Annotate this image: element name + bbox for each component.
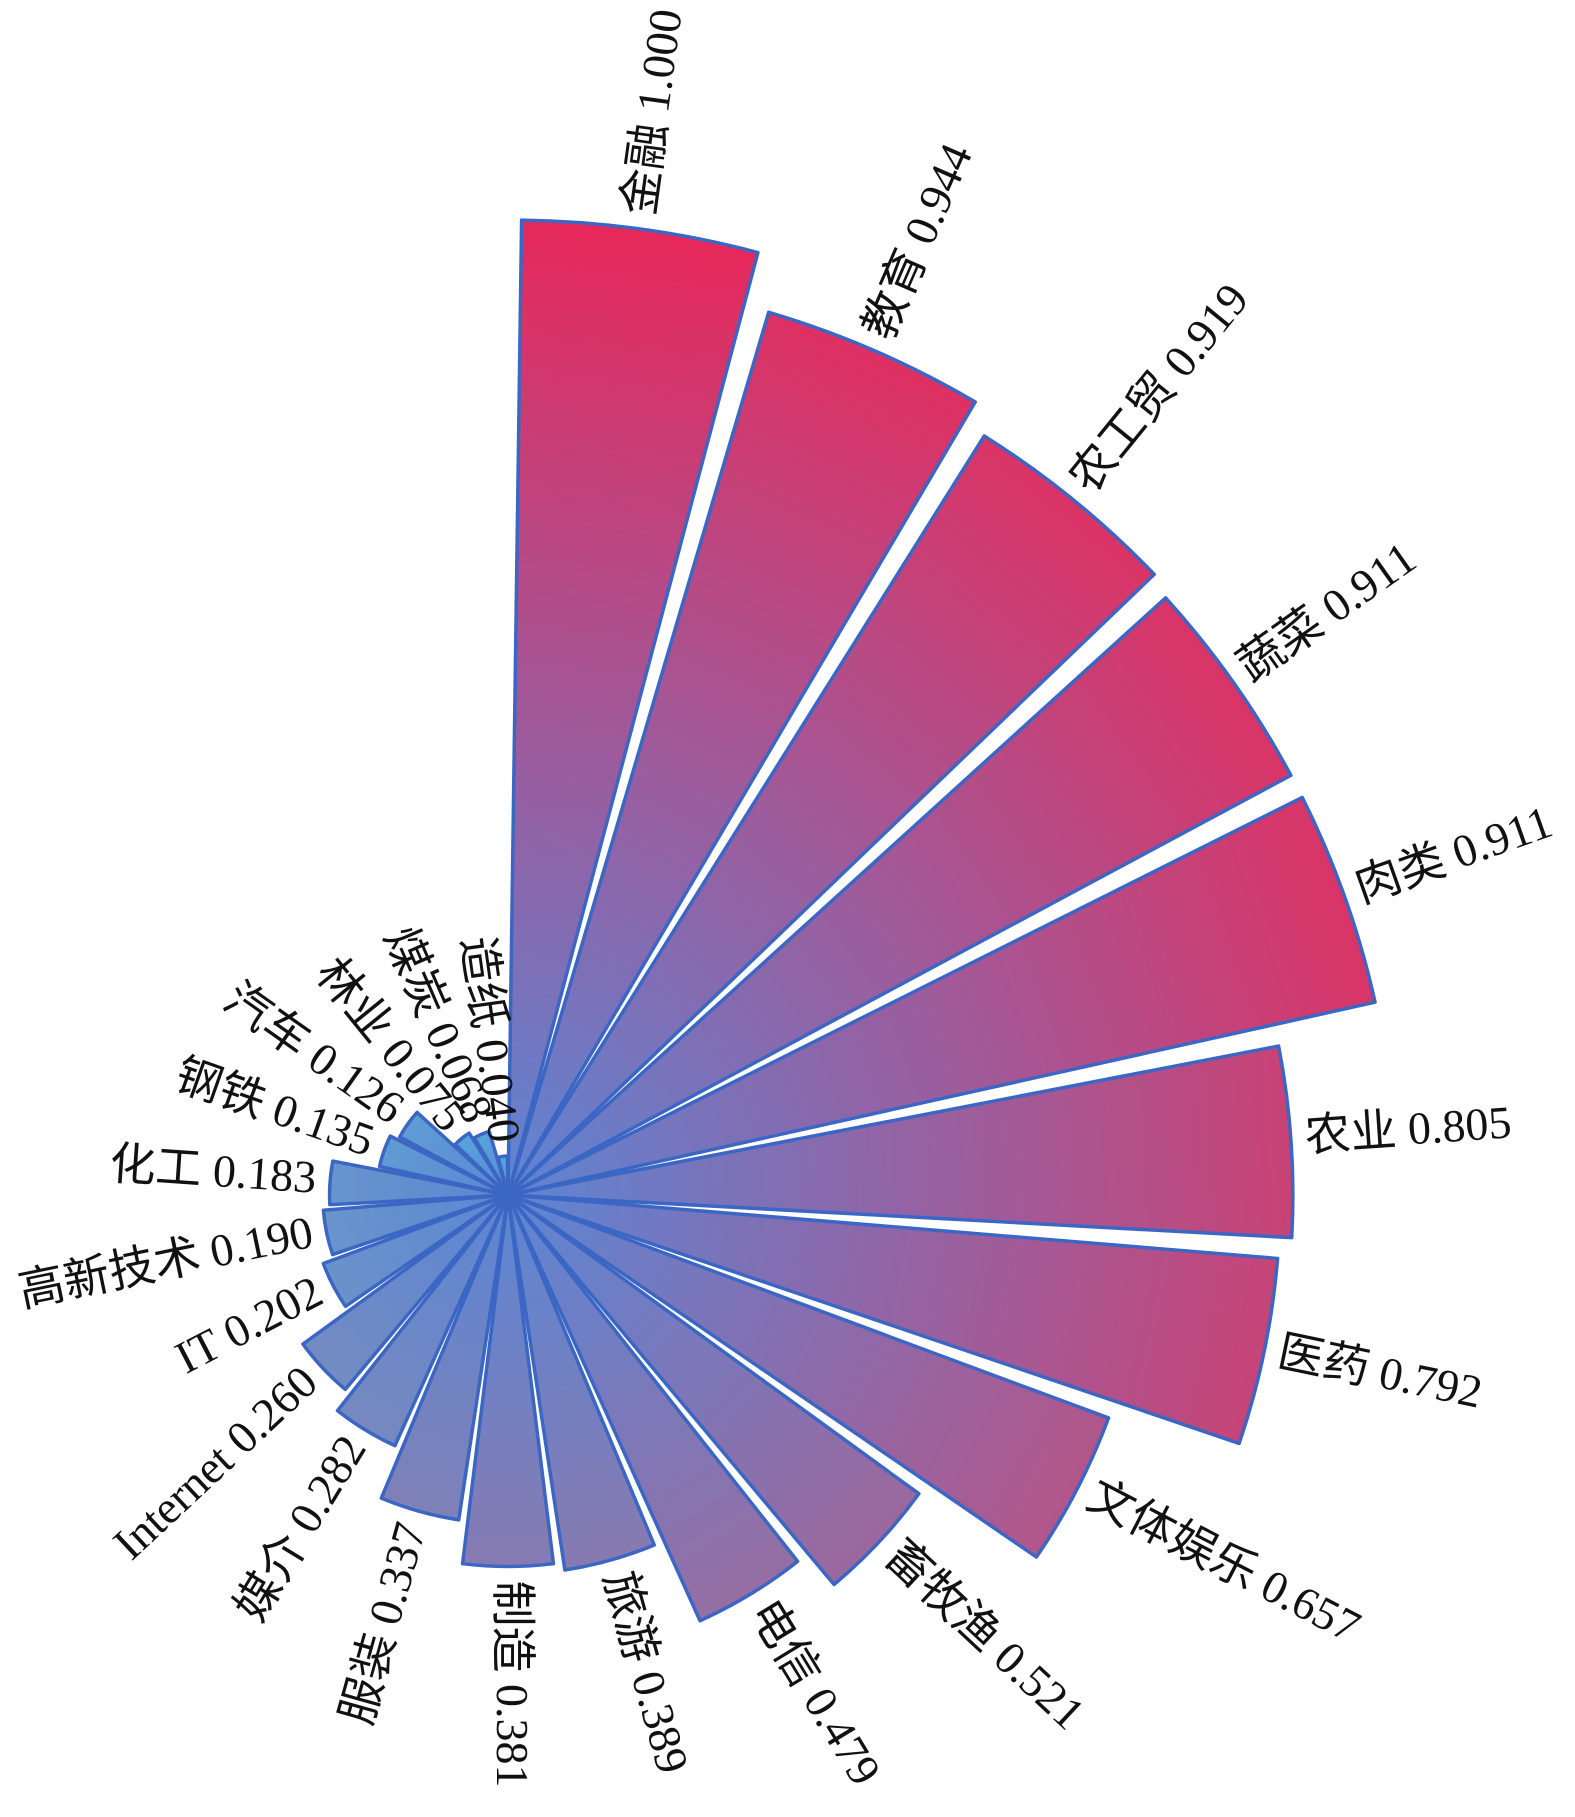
bar-医药	[506, 1193, 1280, 1446]
bar-服装	[379, 1193, 510, 1522]
category-label: IT 0.202	[167, 1265, 330, 1383]
bar-教育	[506, 310, 977, 1197]
category-label: 电信 0.479	[740, 1590, 891, 1793]
bar-媒介	[335, 1193, 510, 1448]
bar-金融	[506, 218, 760, 1197]
category-label: 蔬菜 0.911	[1228, 531, 1425, 691]
bar-蔬菜	[506, 596, 1293, 1197]
bar-煤炭	[472, 1129, 510, 1197]
bar-化工	[327, 1159, 510, 1207]
bar-肉类	[506, 795, 1377, 1197]
category-label: 文体娱乐 0.657	[1080, 1469, 1369, 1652]
bar-农工贸	[506, 434, 1156, 1197]
bar-制造	[460, 1193, 556, 1569]
category-label: 金融 1.000	[613, 6, 692, 218]
center-hub	[499, 1186, 517, 1204]
bar-农业	[506, 1044, 1295, 1240]
category-label: 畜牧渔 0.521	[875, 1529, 1095, 1739]
bar-林业	[453, 1131, 510, 1197]
bar-高新技术	[321, 1193, 510, 1257]
category-label: 制造 0.381	[487, 1581, 538, 1788]
category-label: 教育 0.944	[852, 136, 981, 346]
category-label: 农业 0.805	[1303, 1096, 1513, 1161]
bar-造纸	[496, 1154, 510, 1197]
bar-电信	[506, 1193, 800, 1623]
category-label: 服装 0.337	[330, 1517, 435, 1730]
category-label: 肉类 0.911	[1348, 795, 1559, 912]
bar-group	[301, 218, 1377, 1623]
category-label: 医药 0.792	[1274, 1325, 1487, 1417]
bar-钢铁	[377, 1134, 510, 1197]
bar-IT	[321, 1193, 510, 1309]
bar-旅游	[506, 1193, 656, 1572]
category-label: 旅游 0.389	[594, 1565, 699, 1778]
category-label: 化工 0.183	[108, 1137, 318, 1202]
bar-汽车	[397, 1110, 510, 1197]
bar-文体娱乐	[506, 1193, 1111, 1559]
bar-畜牧渔	[506, 1193, 921, 1587]
bar-Internet	[301, 1193, 510, 1392]
category-label: 农工贸 0.919	[1059, 274, 1258, 502]
